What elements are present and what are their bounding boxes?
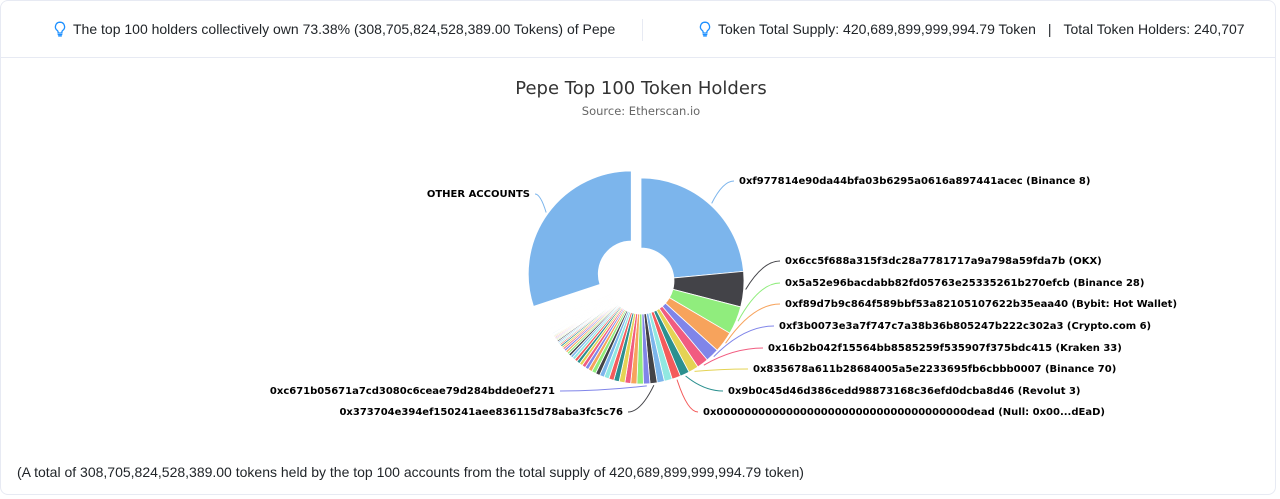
connector-line [703, 347, 764, 366]
slice-label: 0xc671b05671a7cd3080c6ceae79d284bdde0ef2… [270, 386, 555, 397]
slice-label: 0xf89d7b9c864f589bbf53a82105107622b35eaa… [785, 299, 1177, 310]
connector-line [559, 385, 647, 392]
connector-line [627, 384, 655, 413]
top-holders-text: The top 100 holders collectively own 73.… [73, 21, 616, 37]
pie-slice[interactable] [542, 290, 611, 315]
slice-label: 0xf3b0073e3a7f747c7a38b36b805247b222c302… [779, 321, 1151, 332]
total-supply-text: Token Total Supply: 420,689,899,999,994.… [718, 21, 1036, 37]
summary-bar: The top 100 holders collectively own 73.… [1, 1, 1275, 58]
lightbulb-icon [54, 21, 66, 37]
connector-line [745, 260, 781, 290]
connector-line [711, 180, 735, 204]
connector-line [676, 379, 699, 413]
connector-line [713, 325, 775, 358]
chart-subtitle: Source: Etherscan.io [581, 104, 701, 118]
stat-divider [642, 19, 643, 41]
slice-label: OTHER ACCOUNTS [427, 189, 530, 200]
slice-label: 0x835678a611b28684005a5e2233695fb6cbbb00… [753, 364, 1116, 375]
connector-line [685, 375, 724, 392]
slice-label: 0x000000000000000000000000000000000000de… [703, 407, 1105, 418]
supply-stat: Token Total Supply: 420,689,899,999,994.… [698, 1, 1245, 57]
pie-slice[interactable] [527, 170, 632, 307]
slice-label: 0x9b0c45d46d386cedd98873168c36efd0dcba8d… [728, 386, 1081, 397]
connector-line [725, 303, 781, 344]
top-holders-stat: The top 100 holders collectively own 73.… [53, 1, 615, 57]
footnote: (A total of 308,705,824,528,389.00 token… [17, 464, 804, 480]
slice-label: 0x16b2b042f15564bb8585259f535907f375bdc4… [768, 343, 1122, 354]
holders-pie-chart: 0xf977814e90da44bfa03b6295a0616a897441ac… [270, 170, 1177, 418]
total-holders-text: Total Token Holders: 240,707 [1063, 21, 1245, 37]
connector-line [534, 193, 547, 213]
slice-label: 0x373704e394ef150241aee836115d78aba3fc5c… [339, 407, 623, 418]
slice-label: 0x6cc5f688a315f3dc28a7781717a9a798a59fda… [785, 256, 1102, 267]
chart-title: Pepe Top 100 Token Holders [515, 78, 767, 99]
separator: | [1047, 21, 1052, 37]
pie-slice[interactable] [640, 177, 744, 279]
connector-line [694, 368, 749, 372]
slice-label: 0x5a52e96bacdabb82fd05763e25335261b270ef… [785, 278, 1144, 289]
connector-line [737, 282, 781, 322]
slice-label: 0xf977814e90da44bfa03b6295a0616a897441ac… [739, 176, 1090, 187]
lightbulb-icon [699, 21, 711, 37]
